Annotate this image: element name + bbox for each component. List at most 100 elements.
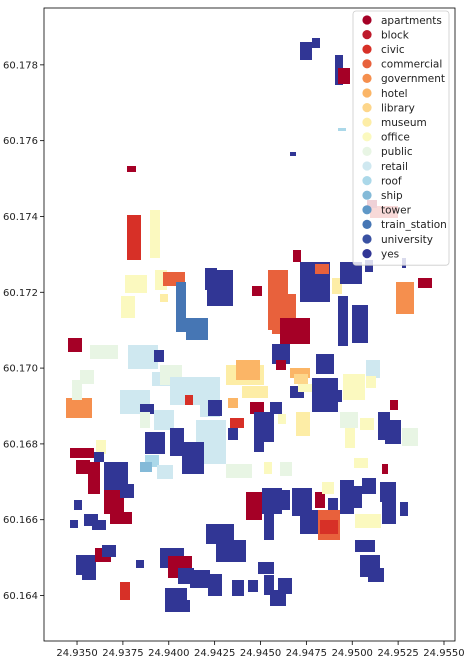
- building-yes: [170, 428, 184, 456]
- building-yes: [382, 502, 396, 524]
- x-axis-ticks: 24.9350 24.9375 24.9400 24.9425 24.9450 24.94…: [56, 641, 465, 659]
- building-yes: [102, 545, 116, 557]
- building-apartments: [68, 338, 82, 352]
- building-apartments: [280, 318, 310, 344]
- building-yes: [206, 524, 234, 544]
- building-civic: [185, 395, 193, 405]
- legend-label-hotel: hotel: [381, 88, 408, 100]
- building-hotel: [290, 368, 310, 378]
- building-office: [366, 376, 376, 388]
- building-yes: [350, 486, 362, 508]
- legend-marker-yes: [362, 249, 372, 259]
- building-office: [125, 275, 147, 293]
- legend-label-office: office: [381, 132, 410, 144]
- building-yes: [355, 540, 375, 552]
- building-ship: [140, 462, 152, 472]
- legend-label-museum: museum: [381, 117, 427, 129]
- building-yes: [145, 432, 165, 454]
- building-civic: [320, 520, 338, 534]
- y-tick-label: 60.166: [3, 515, 38, 526]
- building-yes: [300, 42, 312, 60]
- building-yes: [316, 354, 334, 374]
- building-hotel: [228, 398, 238, 408]
- building-yes: [292, 488, 312, 516]
- legend-marker-tower: [362, 205, 372, 215]
- legend-box: [352, 10, 450, 266]
- legend-marker-roof: [362, 176, 372, 186]
- building-yes: [94, 452, 104, 462]
- building-yes: [154, 350, 164, 362]
- legend-marker-civic: [362, 44, 372, 54]
- building-office: [354, 458, 368, 468]
- building-office: [345, 428, 355, 448]
- building-museum: [332, 278, 342, 294]
- legend-label-train-station: train_station: [381, 219, 447, 231]
- building-apartments: [252, 286, 262, 296]
- building-office: [343, 374, 365, 400]
- building-yes: [232, 580, 244, 596]
- x-tick-label: 24.9350: [56, 648, 97, 659]
- legend-label-apartments: apartments: [381, 15, 442, 27]
- building-yes: [300, 510, 320, 534]
- x-tick-label: 24.9550: [423, 648, 464, 659]
- building-yes: [362, 478, 376, 494]
- building-public: [280, 462, 292, 476]
- building-museum: [296, 412, 310, 436]
- building-apartments: [127, 166, 136, 172]
- legend-marker-retail: [362, 161, 372, 171]
- building-office: [96, 440, 106, 454]
- plot-frame: [43, 7, 456, 642]
- building-museum: [160, 294, 168, 302]
- building-yes: [120, 484, 134, 498]
- building-yes: [207, 270, 233, 306]
- building-hotel: [236, 360, 260, 380]
- building-yes: [365, 260, 373, 272]
- building-yes: [278, 578, 292, 594]
- x-tick-label: 24.9500: [332, 648, 373, 659]
- legend-label-university: university: [381, 234, 433, 246]
- building-public: [340, 412, 358, 428]
- building-yes: [254, 412, 264, 452]
- building-public: [402, 428, 418, 446]
- building-yes: [290, 152, 296, 156]
- legend-label-library: library: [381, 102, 415, 114]
- building-yes: [380, 482, 396, 502]
- legend-marker-apartments: [362, 15, 372, 25]
- legend-label-tower: tower: [381, 205, 412, 217]
- building-office: [150, 210, 160, 258]
- building-yes: [208, 574, 222, 596]
- legend-label-civic: civic: [381, 44, 405, 56]
- legend-marker-hotel: [362, 88, 372, 98]
- building-government: [396, 282, 414, 314]
- building-office: [264, 462, 272, 474]
- building-civic: [127, 215, 141, 260]
- building-yes: [176, 600, 190, 612]
- legend-marker-commercial: [362, 59, 372, 69]
- building-apartments: [70, 448, 94, 458]
- building-public: [80, 370, 94, 384]
- x-tick-label: 24.9375: [102, 648, 143, 659]
- building-yes: [182, 442, 204, 474]
- building-apartments: [276, 360, 286, 370]
- legend-marker-ship: [362, 190, 372, 200]
- building-yes: [318, 282, 324, 288]
- building-yes: [140, 404, 154, 414]
- building-commercial: [315, 264, 329, 274]
- legend-label-government: government: [381, 73, 445, 85]
- building-yes: [82, 570, 96, 580]
- x-tick-label: 24.9425: [194, 648, 235, 659]
- building-yes: [84, 514, 98, 526]
- building-yes: [280, 490, 290, 510]
- building-public: [226, 464, 252, 478]
- building-apartments: [315, 492, 325, 508]
- building-yes: [338, 296, 348, 346]
- building-civic: [120, 582, 130, 600]
- building-apartments: [382, 464, 388, 474]
- y-axis-ticks: 60.164 60.166 60.168 60.170 60.172 60.174 60.1…: [3, 60, 44, 602]
- building-yes: [352, 305, 368, 343]
- legend-label-retail: retail: [381, 161, 408, 173]
- building-yes: [385, 420, 401, 444]
- building-public: [72, 380, 82, 400]
- building-train-station: [176, 282, 186, 332]
